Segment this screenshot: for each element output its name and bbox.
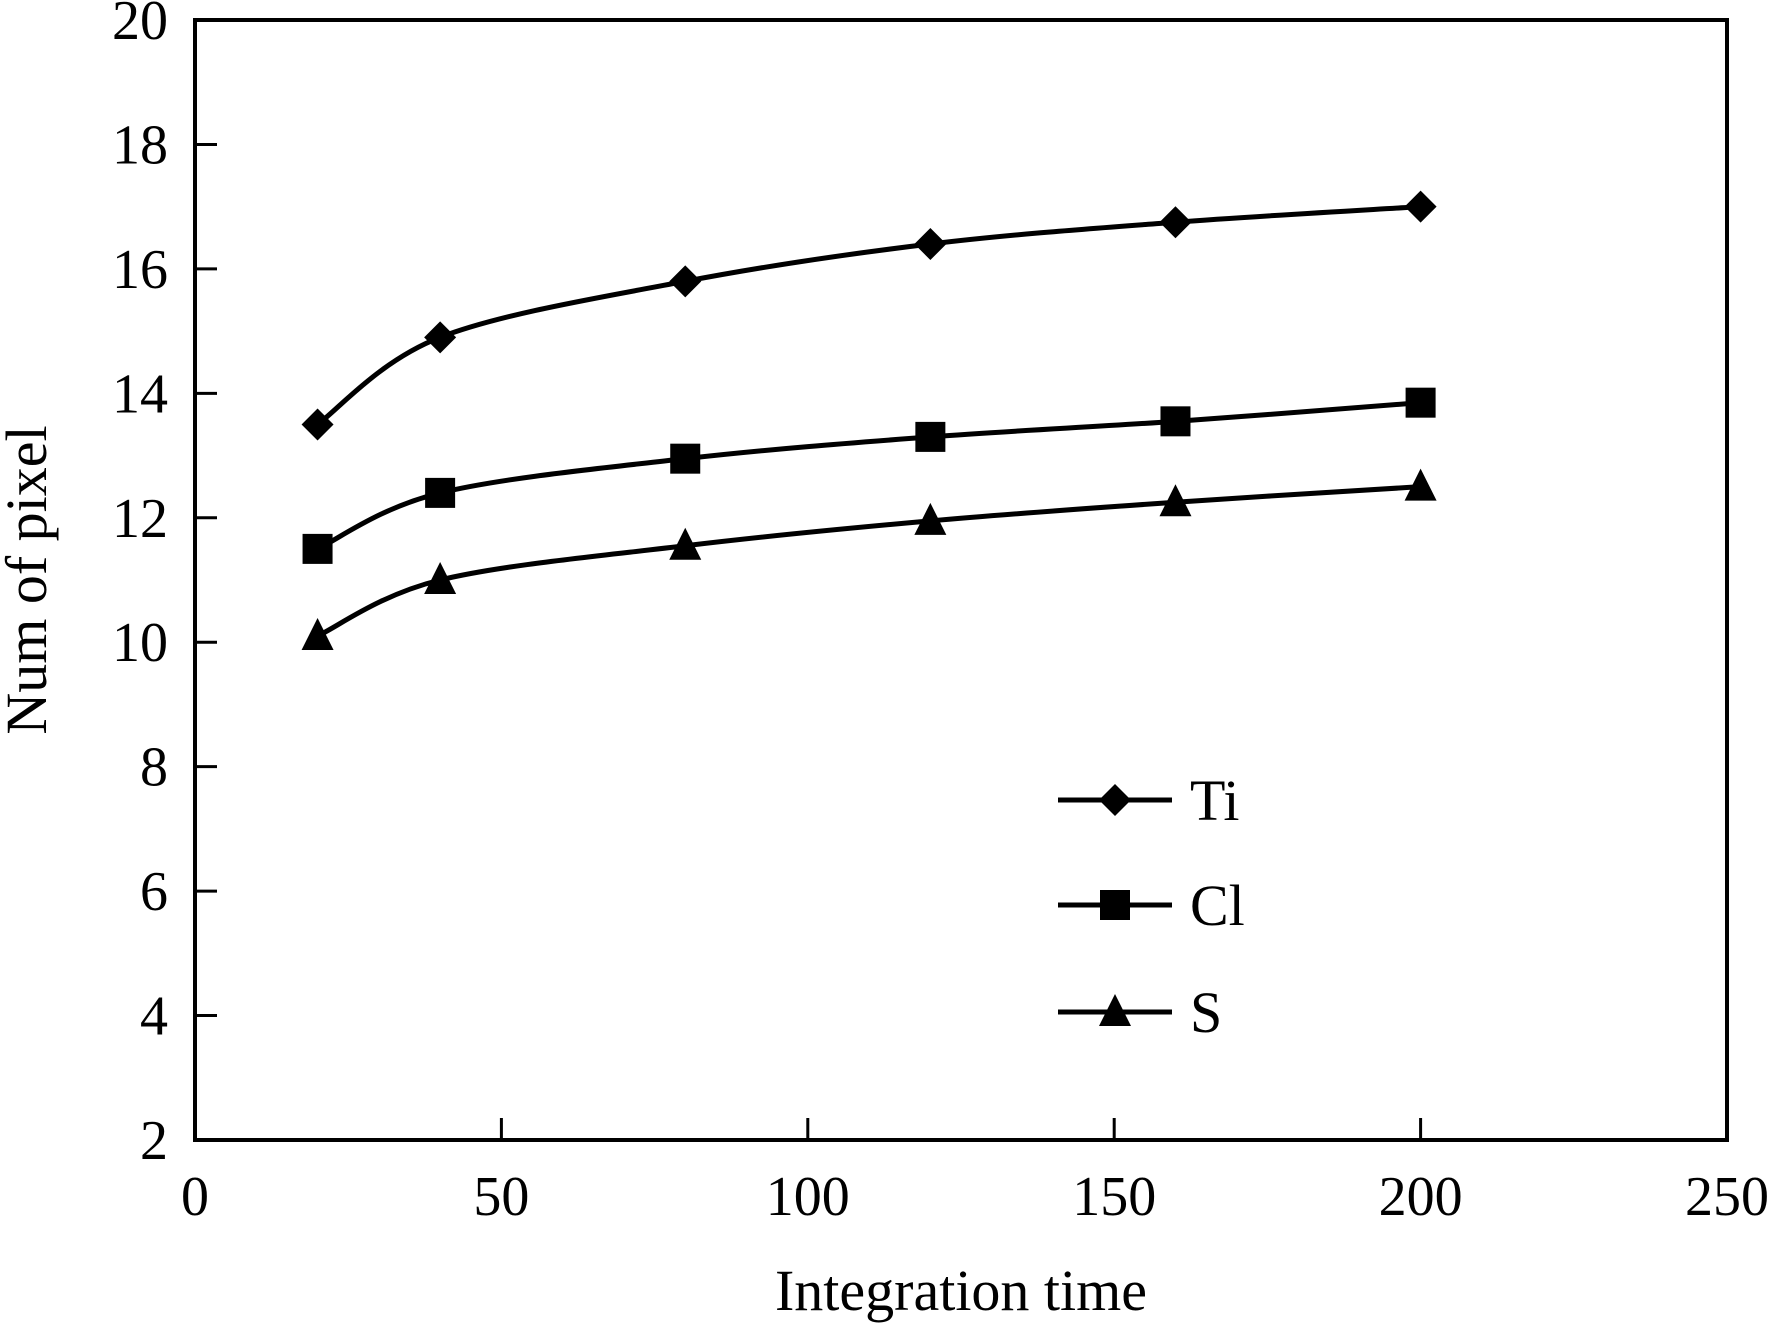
x-axis-title: Integration time (775, 1258, 1147, 1323)
data-point-cl (1160, 406, 1191, 437)
data-point-ti (669, 265, 702, 298)
y-tick-label: 18 (112, 114, 168, 176)
x-tick-label: 100 (766, 1166, 850, 1228)
y-tick-label: 20 (112, 0, 168, 52)
data-point-cl (1405, 387, 1436, 418)
data-point-ti (1404, 190, 1437, 223)
data-point-ti (1159, 206, 1192, 239)
series-s (301, 468, 1437, 650)
data-point-cl (425, 477, 456, 508)
y-tick-label: 12 (112, 488, 168, 550)
data-point-s (669, 527, 702, 560)
plot-frame (193, 18, 1729, 1142)
data-point-ti (914, 228, 947, 260)
data-point-cl (302, 533, 333, 564)
data-point-s (914, 502, 947, 535)
series-ti (301, 190, 1437, 441)
legend-marker-s (1099, 994, 1131, 1026)
data-point-s (424, 562, 457, 594)
series-line-ti (316, 204, 1421, 427)
legend-marker-ti (1099, 784, 1131, 816)
y-tick-label: 8 (140, 737, 168, 799)
legend-marker-cl (1100, 890, 1130, 920)
y-tick-label: 4 (140, 986, 168, 1048)
x-tick-label: 250 (1685, 1166, 1769, 1228)
x-tick-label: 0 (181, 1166, 209, 1228)
legend-label-ti: Ti (1190, 768, 1240, 833)
legend-item-s: S (1058, 980, 1222, 1045)
y-axis-title: Num of pixel (0, 425, 59, 734)
axis-ticks: 0 50 100 150 200 250 2 4 6 8 10 12 14 16 18 20 (112, 0, 1769, 1228)
y-tick-label: 16 (112, 239, 168, 301)
y-tick-label: 6 (140, 861, 168, 923)
data-point-s (1404, 468, 1437, 501)
legend-label-s: S (1190, 980, 1222, 1045)
series-cl (302, 387, 1436, 564)
series-line-s (316, 484, 1421, 639)
y-tick-label: 14 (112, 363, 168, 425)
y-tick-label: 10 (112, 612, 168, 674)
data-point-s (1159, 484, 1192, 517)
data-point-s (301, 618, 334, 650)
legend-label-cl: Cl (1190, 873, 1245, 938)
x-tick-label: 150 (1072, 1166, 1156, 1228)
data-point-ti (424, 321, 457, 354)
legend: Ti Cl S (1058, 768, 1245, 1045)
data-point-cl (915, 421, 946, 452)
x-tick-label: 50 (473, 1166, 529, 1228)
legend-item-cl: Cl (1058, 873, 1245, 938)
data-point-ti (301, 408, 334, 441)
data-point-cl (670, 443, 701, 474)
y-tick-label: 2 (140, 1110, 168, 1172)
legend-item-ti: Ti (1058, 768, 1240, 833)
x-tick-label: 200 (1379, 1166, 1463, 1228)
plot-marks (301, 190, 1437, 650)
